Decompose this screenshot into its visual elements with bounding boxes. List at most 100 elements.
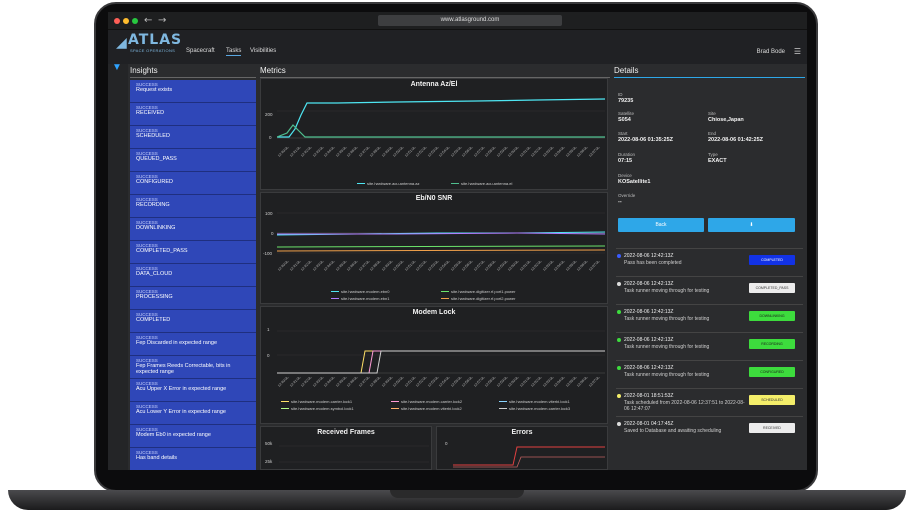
insight-item[interactable]: SUCCESS RECEIVED	[130, 103, 256, 126]
insight-item[interactable]: SUCCESS Fep Frames Reeds Correctable, bit…	[130, 356, 256, 379]
insight-text: Fep Frames Reeds Correctable, bits in ex…	[136, 363, 231, 375]
insights-title: Insights	[130, 64, 256, 78]
insight-text: Acu Lower Y Error in expected range	[136, 409, 226, 415]
start-label: Start	[618, 131, 628, 136]
insight-item[interactable]: SUCCESS Fep Discarded in expected range	[130, 333, 256, 356]
insight-item[interactable]: SUCCESS SCHEDULED	[130, 126, 256, 149]
insight-item[interactable]: SUCCESS PROCESSING	[130, 287, 256, 310]
errors-plot	[453, 446, 605, 468]
chart-title: Eb/N0 SNR	[415, 195, 453, 202]
x-tick: 12:42:00	[300, 377, 313, 387]
back-button[interactable]: Back	[618, 218, 704, 232]
x-tick: 12:40:00	[277, 377, 290, 387]
y-tick: 50k	[265, 441, 273, 446]
event-item: 2022-08-01 04:17:45Z Saved to Database an…	[616, 416, 803, 442]
event-message: Saved to Database and awaiting schedulin…	[624, 428, 722, 434]
insight-status: SUCCESS	[136, 289, 158, 294]
insight-item[interactable]: SUCCESS RECORDING	[130, 195, 256, 218]
insight-item[interactable]: SUCCESS COMPLETED	[130, 310, 256, 333]
address-bar[interactable]: www.atlasground.com	[378, 15, 562, 26]
back-arrow-icon[interactable]: ←	[144, 15, 153, 26]
x-tick: 12:49:00	[380, 261, 393, 271]
x-tick: 12:59:00	[495, 147, 508, 157]
status-dot-icon	[617, 422, 621, 426]
insight-status: SUCCESS	[136, 335, 158, 340]
x-tick: 12:56:00	[461, 377, 474, 387]
insight-status: SUCCESS	[136, 381, 158, 386]
site-value: Chiose,Japan	[708, 117, 744, 123]
x-tick: 12:54:00	[438, 147, 451, 157]
insight-text: CONFIGURED	[136, 179, 173, 185]
menu-icon[interactable]: ☰	[793, 47, 801, 56]
insight-item[interactable]: SUCCESS DOWNLINKING	[130, 218, 256, 241]
tab-visibilities[interactable]: Visibilities	[250, 48, 277, 54]
insight-item[interactable]: SUCCESS CONFIGURED	[130, 172, 256, 195]
event-timestamp: 2022-08-06 12:42:13Z	[624, 281, 674, 287]
x-tick: 12:58:00	[484, 261, 497, 271]
event-message: Task scheduled from 2022-08-06 12:37:51 …	[624, 400, 745, 412]
x-tick: 13:07:00	[587, 261, 600, 271]
chart-title: Errors	[511, 429, 533, 436]
tab-spacecraft[interactable]: Spacecraft	[186, 48, 215, 54]
x-tick: 13:01:00	[518, 147, 531, 157]
series-carrier-lock2-line	[277, 350, 605, 374]
series-errors2-line	[453, 456, 605, 468]
forward-arrow-icon[interactable]: →	[158, 15, 167, 26]
x-tick: 12:46:00	[346, 147, 359, 157]
maximize-window-icon[interactable]	[132, 18, 138, 24]
minimize-window-icon[interactable]	[123, 18, 129, 24]
x-tick: 13:06:00	[576, 261, 589, 271]
tab-tasks[interactable]: Tasks	[226, 48, 242, 56]
x-tick: 12:54:00	[438, 377, 451, 387]
x-tick: 12:54:00	[438, 261, 451, 271]
event-message: Pass has been completed	[624, 260, 682, 266]
x-tick: 13:05:00	[564, 147, 577, 157]
download-button[interactable]: ⬇	[708, 218, 795, 232]
x-tick: 13:04:00	[553, 147, 566, 157]
filter-icon[interactable]: ▼	[112, 62, 122, 73]
x-tick: 13:00:00	[507, 377, 520, 387]
event-item: 2022-08-06 12:42:13Z Task runner moving t…	[616, 276, 803, 302]
insight-status: SUCCESS	[136, 174, 158, 179]
user-name[interactable]: Brad Bode	[756, 49, 785, 55]
insight-status: SUCCESS	[136, 404, 158, 409]
insight-item[interactable]: SUCCESS Request exists	[130, 80, 256, 103]
x-tick: 13:03:00	[541, 377, 554, 387]
override-value: --	[618, 199, 622, 205]
x-tick: 12:48:00	[369, 147, 382, 157]
x-tick: 12:56:00	[461, 147, 474, 157]
insight-status: SUCCESS	[136, 105, 158, 110]
x-tick: 12:44:00	[323, 377, 336, 387]
x-tick: 12:52:00	[415, 377, 428, 387]
insight-item[interactable]: SUCCESS Has band details	[130, 448, 256, 470]
duration-value: 07:15	[618, 158, 633, 164]
y-tick: 25k	[265, 459, 273, 464]
x-tick: 12:48:00	[369, 377, 382, 387]
close-window-icon[interactable]	[114, 18, 120, 24]
x-tick: 12:57:00	[472, 377, 485, 387]
insight-text: Fep Discarded in expected range	[136, 340, 218, 346]
insight-status: SUCCESS	[136, 266, 158, 271]
insight-item[interactable]: SUCCESS QUEUED_PASS	[130, 149, 256, 172]
insight-item[interactable]: SUCCESS COMPLETED_PASS	[130, 241, 256, 264]
insight-status: SUCCESS	[136, 427, 158, 432]
insight-text: SCHEDULED	[136, 133, 170, 139]
ebno-chart: Eb/N0 SNR 100 0 -100 12:40:0012:41:0012:…	[260, 192, 608, 304]
insight-text: PROCESSING	[136, 294, 173, 300]
x-tick: 12:47:00	[357, 261, 370, 271]
x-tick: 12:46:00	[346, 261, 359, 271]
chart-title: Received Frames	[317, 429, 375, 436]
insight-text: Acu Upper X Error in expected range	[136, 386, 227, 392]
x-tick: 12:43:00	[311, 377, 324, 387]
insight-item[interactable]: SUCCESS Acu Upper X Error in expected ran…	[130, 379, 256, 402]
x-tick: 12:58:00	[484, 377, 497, 387]
atlas-logo[interactable]: ◢ ATLAS SPACE OPERATIONS	[114, 32, 181, 58]
insight-item[interactable]: SUCCESS Modem Eb0 in expected range	[130, 425, 256, 448]
status-dot-icon	[617, 254, 621, 258]
status-badge: DOWNLINKING	[749, 311, 795, 321]
x-tick: 12:46:00	[346, 377, 359, 387]
insight-item[interactable]: SUCCESS Acu Lower Y Error in expected ran…	[130, 402, 256, 425]
insight-item[interactable]: SUCCESS DATA_CLOUD	[130, 264, 256, 287]
x-tick: 12:50:00	[392, 261, 405, 271]
x-tick: 12:43:00	[311, 261, 324, 271]
